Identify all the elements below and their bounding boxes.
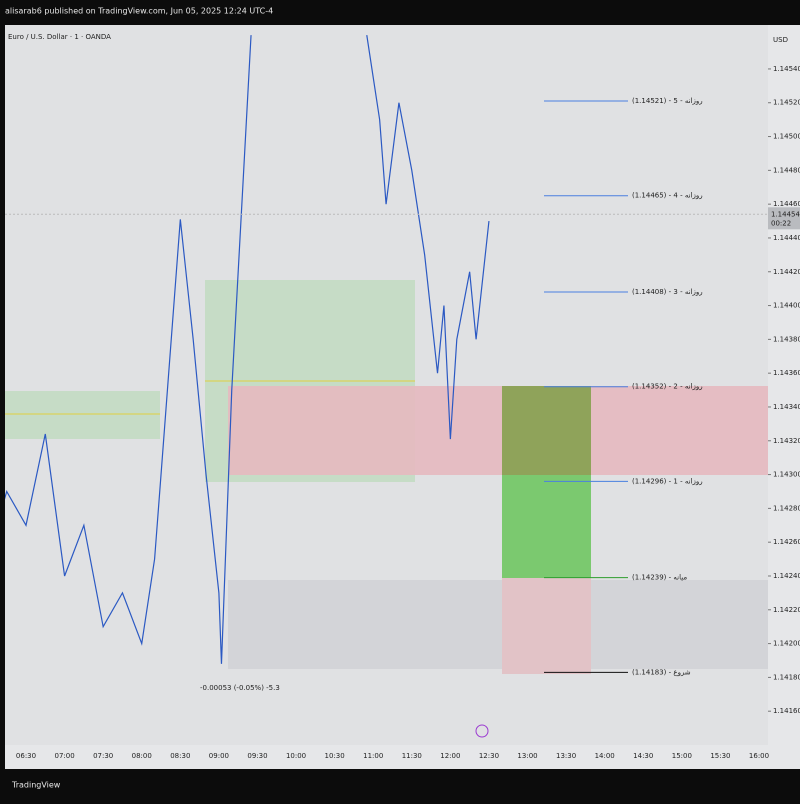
level-label: (1.14352) - روزانه - 2 bbox=[632, 383, 703, 391]
y-tick-label: 1.14220 bbox=[773, 606, 800, 614]
header-bar bbox=[0, 0, 800, 22]
annotation: -0.00053 (-0.05%) -5.3 bbox=[200, 684, 280, 692]
currency: USD bbox=[773, 36, 788, 44]
x-tick-label: 13:30 bbox=[556, 752, 576, 760]
stop-box bbox=[502, 578, 591, 674]
level-label: (1.14239) - میانه bbox=[632, 574, 687, 582]
x-tick-label: 08:30 bbox=[170, 752, 190, 760]
y-tick-label: 1.14460 bbox=[773, 200, 800, 208]
y-tick-label: 1.14200 bbox=[773, 640, 800, 648]
x-tick-label: 14:30 bbox=[633, 752, 653, 760]
zone bbox=[5, 391, 160, 439]
y-tick-label: 1.14320 bbox=[773, 437, 800, 445]
x-tick-label: 16:00 bbox=[749, 752, 769, 760]
y-tick-label: 1.14260 bbox=[773, 538, 800, 546]
x-tick-label: 08:00 bbox=[132, 752, 152, 760]
y-tick-label: 1.14400 bbox=[773, 302, 800, 310]
y-tick-label: 1.14280 bbox=[773, 504, 800, 512]
x-tick-label: 10:00 bbox=[286, 752, 306, 760]
level-label: (1.14521) - روزانه - 5 bbox=[632, 97, 703, 105]
level-label: (1.14296) - روزانه - 1 bbox=[632, 477, 703, 485]
x-tick-label: 07:30 bbox=[93, 752, 113, 760]
event-icon[interactable] bbox=[475, 724, 489, 738]
x-tick-label: 12:30 bbox=[479, 752, 499, 760]
y-tick-label: 1.14440 bbox=[773, 234, 800, 242]
y-tick-label: 1.14240 bbox=[773, 572, 800, 580]
x-tick-label: 11:30 bbox=[402, 752, 422, 760]
zone bbox=[228, 386, 768, 475]
y-tick-label: 1.14420 bbox=[773, 268, 800, 276]
y-tick-label: 1.14520 bbox=[773, 99, 800, 107]
level-label: (1.14465) - روزانه - 4 bbox=[632, 192, 703, 200]
plot bbox=[5, 35, 490, 664]
level-label: (1.14408) - روزانه - 3 bbox=[632, 288, 703, 296]
x-tick-label: 15:30 bbox=[710, 752, 730, 760]
zone bbox=[228, 580, 768, 669]
x-tick-label: 13:00 bbox=[517, 752, 537, 760]
target-box bbox=[502, 386, 591, 475]
price-line bbox=[5, 35, 490, 664]
x-tick-label: 11:00 bbox=[363, 752, 383, 760]
y-tick-label: 1.14180 bbox=[773, 673, 800, 681]
price-axis bbox=[768, 25, 800, 745]
y-tick-label: 1.14160 bbox=[773, 707, 800, 715]
y-tick-label: 1.14380 bbox=[773, 335, 800, 343]
y-tick-label: 1.14540 bbox=[773, 65, 800, 73]
x-tick-label: 15:00 bbox=[672, 752, 692, 760]
x-tick-label: 09:00 bbox=[209, 752, 229, 760]
y-tick-label: 1.14300 bbox=[773, 471, 800, 479]
symbol: Euro / U.S. Dollar · 1 · OANDA bbox=[8, 33, 111, 41]
last-price: 1.14454 bbox=[771, 210, 800, 218]
x-tick-label: 06:30 bbox=[16, 752, 36, 760]
x-tick-label: 09:30 bbox=[247, 752, 267, 760]
level-label: (1.14183) - شروع bbox=[632, 668, 691, 676]
y-tick-label: 1.14480 bbox=[773, 166, 800, 174]
x-tick-label: 14:00 bbox=[595, 752, 615, 760]
x-tick-label: 07:00 bbox=[54, 752, 74, 760]
y-tick-label: 1.14340 bbox=[773, 403, 800, 411]
footer-logo: TradingView bbox=[11, 781, 61, 790]
x-tick-label: 10:30 bbox=[325, 752, 345, 760]
countdown: 00:22 bbox=[771, 219, 791, 227]
time-axis bbox=[5, 745, 800, 769]
x-tick-label: 12:00 bbox=[440, 752, 460, 760]
y-tick-label: 1.14360 bbox=[773, 369, 800, 377]
publisher: alisarab6 published on TradingView.com, … bbox=[5, 7, 273, 16]
last-price-box bbox=[768, 207, 800, 230]
y-tick-label: 1.14500 bbox=[773, 133, 800, 141]
